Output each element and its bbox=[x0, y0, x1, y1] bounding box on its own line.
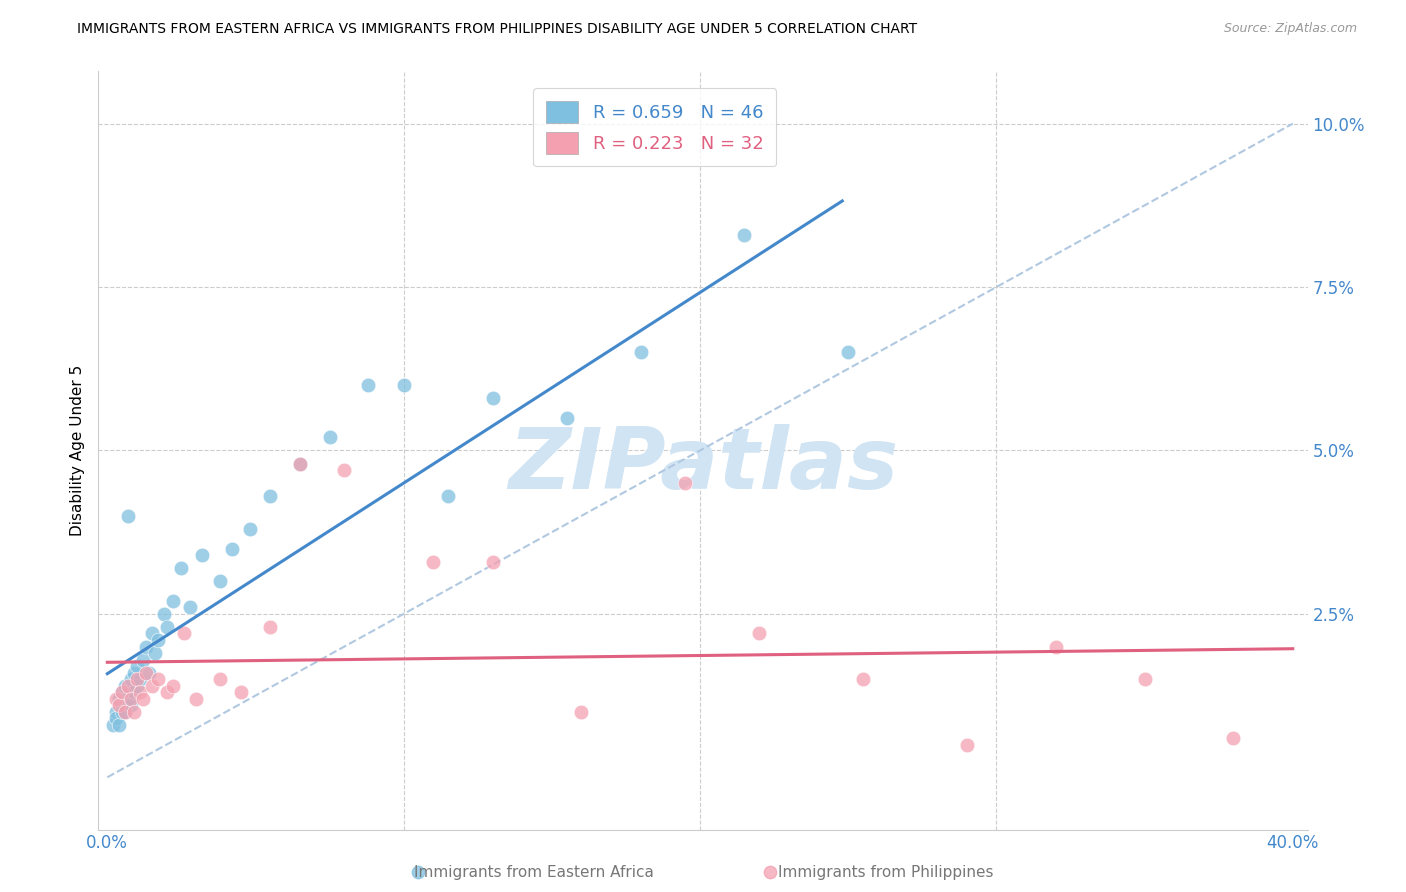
Point bbox=[141, 626, 163, 640]
Point bbox=[146, 672, 169, 686]
Text: IMMIGRANTS FROM EASTERN AFRICA VS IMMIGRANTS FROM PHILIPPINES DISABILITY AGE UND: IMMIGRANTS FROM EASTERN AFRICA VS IMMIGR… bbox=[77, 22, 918, 37]
Point bbox=[135, 640, 157, 654]
Y-axis label: Disability Age Under 5: Disability Age Under 5 bbox=[69, 365, 84, 536]
Legend: R = 0.659   N = 46, R = 0.223   N = 32: R = 0.659 N = 46, R = 0.223 N = 32 bbox=[533, 88, 776, 166]
Point bbox=[481, 555, 503, 569]
Point bbox=[152, 607, 174, 621]
Point bbox=[437, 489, 460, 503]
Point bbox=[555, 410, 578, 425]
Point bbox=[288, 457, 311, 471]
Point bbox=[114, 679, 136, 693]
Point bbox=[191, 548, 214, 562]
Point bbox=[122, 685, 145, 699]
Point bbox=[122, 665, 145, 680]
Point bbox=[117, 691, 139, 706]
Point bbox=[186, 691, 208, 706]
Point bbox=[132, 691, 155, 706]
Point bbox=[120, 698, 142, 713]
Point bbox=[221, 541, 243, 556]
Point bbox=[259, 489, 281, 503]
Point bbox=[111, 698, 134, 713]
Point bbox=[129, 685, 152, 699]
Point bbox=[114, 691, 136, 706]
Point bbox=[288, 457, 311, 471]
Point bbox=[852, 672, 875, 686]
Point bbox=[114, 705, 136, 719]
Text: Source: ZipAtlas.com: Source: ZipAtlas.com bbox=[1223, 22, 1357, 36]
Point bbox=[734, 227, 756, 242]
Point bbox=[125, 679, 148, 693]
Point bbox=[1133, 672, 1156, 686]
Point bbox=[129, 672, 152, 686]
Point bbox=[357, 378, 380, 392]
Point bbox=[108, 698, 131, 713]
Point bbox=[162, 679, 184, 693]
Point bbox=[125, 672, 148, 686]
Point bbox=[114, 705, 136, 719]
Point bbox=[162, 594, 184, 608]
Point bbox=[748, 626, 770, 640]
Point bbox=[138, 665, 160, 680]
Point bbox=[179, 600, 201, 615]
Point bbox=[208, 574, 231, 589]
Point bbox=[111, 685, 134, 699]
Point bbox=[105, 705, 128, 719]
Point bbox=[1045, 640, 1067, 654]
Point bbox=[333, 463, 356, 477]
Point bbox=[117, 679, 139, 693]
Text: Immigrants from Eastern Africa: Immigrants from Eastern Africa bbox=[415, 865, 654, 880]
Point bbox=[108, 691, 131, 706]
Point bbox=[481, 391, 503, 405]
Point bbox=[392, 378, 415, 392]
Point bbox=[956, 738, 979, 752]
Point bbox=[837, 345, 859, 359]
Point bbox=[105, 711, 128, 725]
Point bbox=[318, 430, 340, 444]
Point bbox=[122, 705, 145, 719]
Point bbox=[155, 620, 177, 634]
Point bbox=[571, 705, 593, 719]
Point bbox=[630, 345, 652, 359]
Point bbox=[170, 561, 193, 575]
Point bbox=[1222, 731, 1244, 745]
Point bbox=[759, 865, 782, 880]
Point bbox=[105, 691, 128, 706]
Text: Immigrants from Philippines: Immigrants from Philippines bbox=[778, 865, 994, 880]
Point bbox=[125, 659, 148, 673]
Point bbox=[111, 705, 134, 719]
Point bbox=[143, 646, 166, 660]
Point bbox=[135, 665, 157, 680]
Point bbox=[117, 508, 139, 523]
Point bbox=[422, 555, 444, 569]
Point bbox=[408, 865, 430, 880]
Point bbox=[111, 685, 134, 699]
Point bbox=[173, 626, 195, 640]
Point bbox=[673, 476, 696, 491]
Point bbox=[120, 691, 142, 706]
Point bbox=[239, 522, 262, 536]
Point bbox=[208, 672, 231, 686]
Text: ZIPatlas: ZIPatlas bbox=[508, 424, 898, 508]
Point bbox=[229, 685, 252, 699]
Point bbox=[155, 685, 177, 699]
Point bbox=[259, 620, 281, 634]
Point bbox=[103, 718, 125, 732]
Point bbox=[146, 633, 169, 648]
Point bbox=[108, 718, 131, 732]
Point bbox=[120, 672, 142, 686]
Point bbox=[132, 652, 155, 666]
Point bbox=[141, 679, 163, 693]
